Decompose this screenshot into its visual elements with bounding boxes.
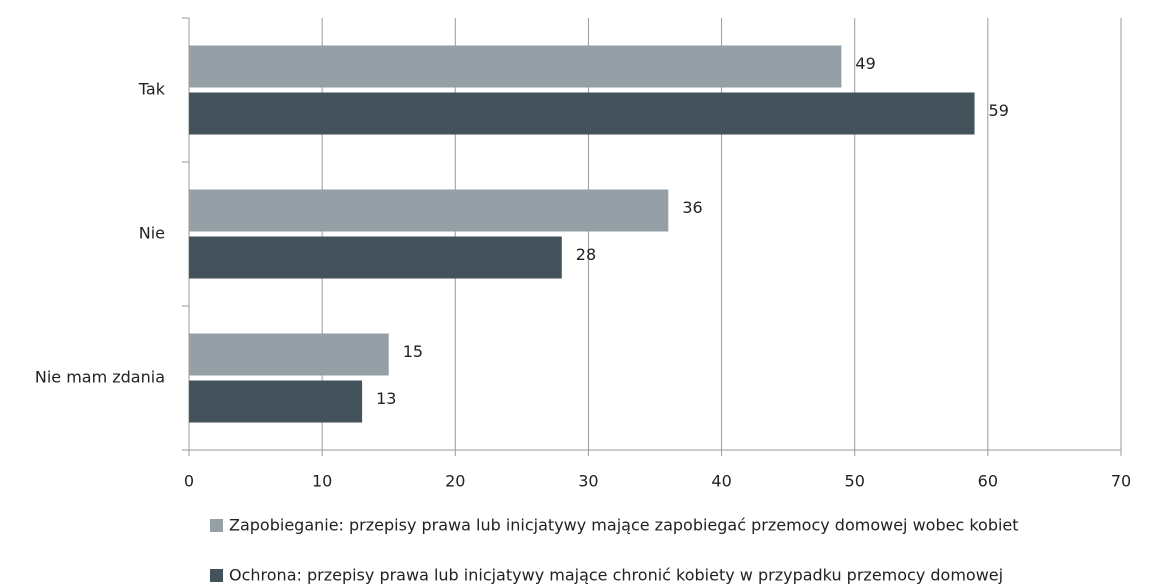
x-tick-label: 0 xyxy=(184,472,194,491)
data-label: 49 xyxy=(855,54,875,73)
data-label: 59 xyxy=(989,101,1009,120)
bar xyxy=(189,236,562,279)
data-label: 13 xyxy=(376,389,396,408)
x-tick-label: 40 xyxy=(711,472,731,491)
bar xyxy=(189,189,669,232)
legend-swatch xyxy=(210,519,223,532)
y-tick-label: Tak xyxy=(138,80,166,99)
bar xyxy=(189,45,842,88)
y-tick-label: Nie xyxy=(139,224,165,243)
x-tick-label: 10 xyxy=(312,472,332,491)
data-label: 36 xyxy=(682,198,702,217)
x-tick-label: 50 xyxy=(845,472,865,491)
bar xyxy=(189,380,363,423)
y-tick-label: Nie mam zdania xyxy=(35,368,165,387)
x-tick-label: 30 xyxy=(578,472,598,491)
data-label: 28 xyxy=(576,245,596,264)
data-label: 15 xyxy=(403,342,423,361)
legend-swatch xyxy=(210,569,223,582)
x-tick-label: 60 xyxy=(978,472,998,491)
legend-label: Zapobieganie: przepisy prawa lub inicjat… xyxy=(229,516,1019,535)
bar xyxy=(189,92,975,135)
bar xyxy=(189,333,389,376)
x-tick-label: 70 xyxy=(1111,472,1131,491)
legend-label: Ochrona: przepisy prawa lub inicjatywy m… xyxy=(229,566,1003,585)
x-tick-label: 20 xyxy=(445,472,465,491)
